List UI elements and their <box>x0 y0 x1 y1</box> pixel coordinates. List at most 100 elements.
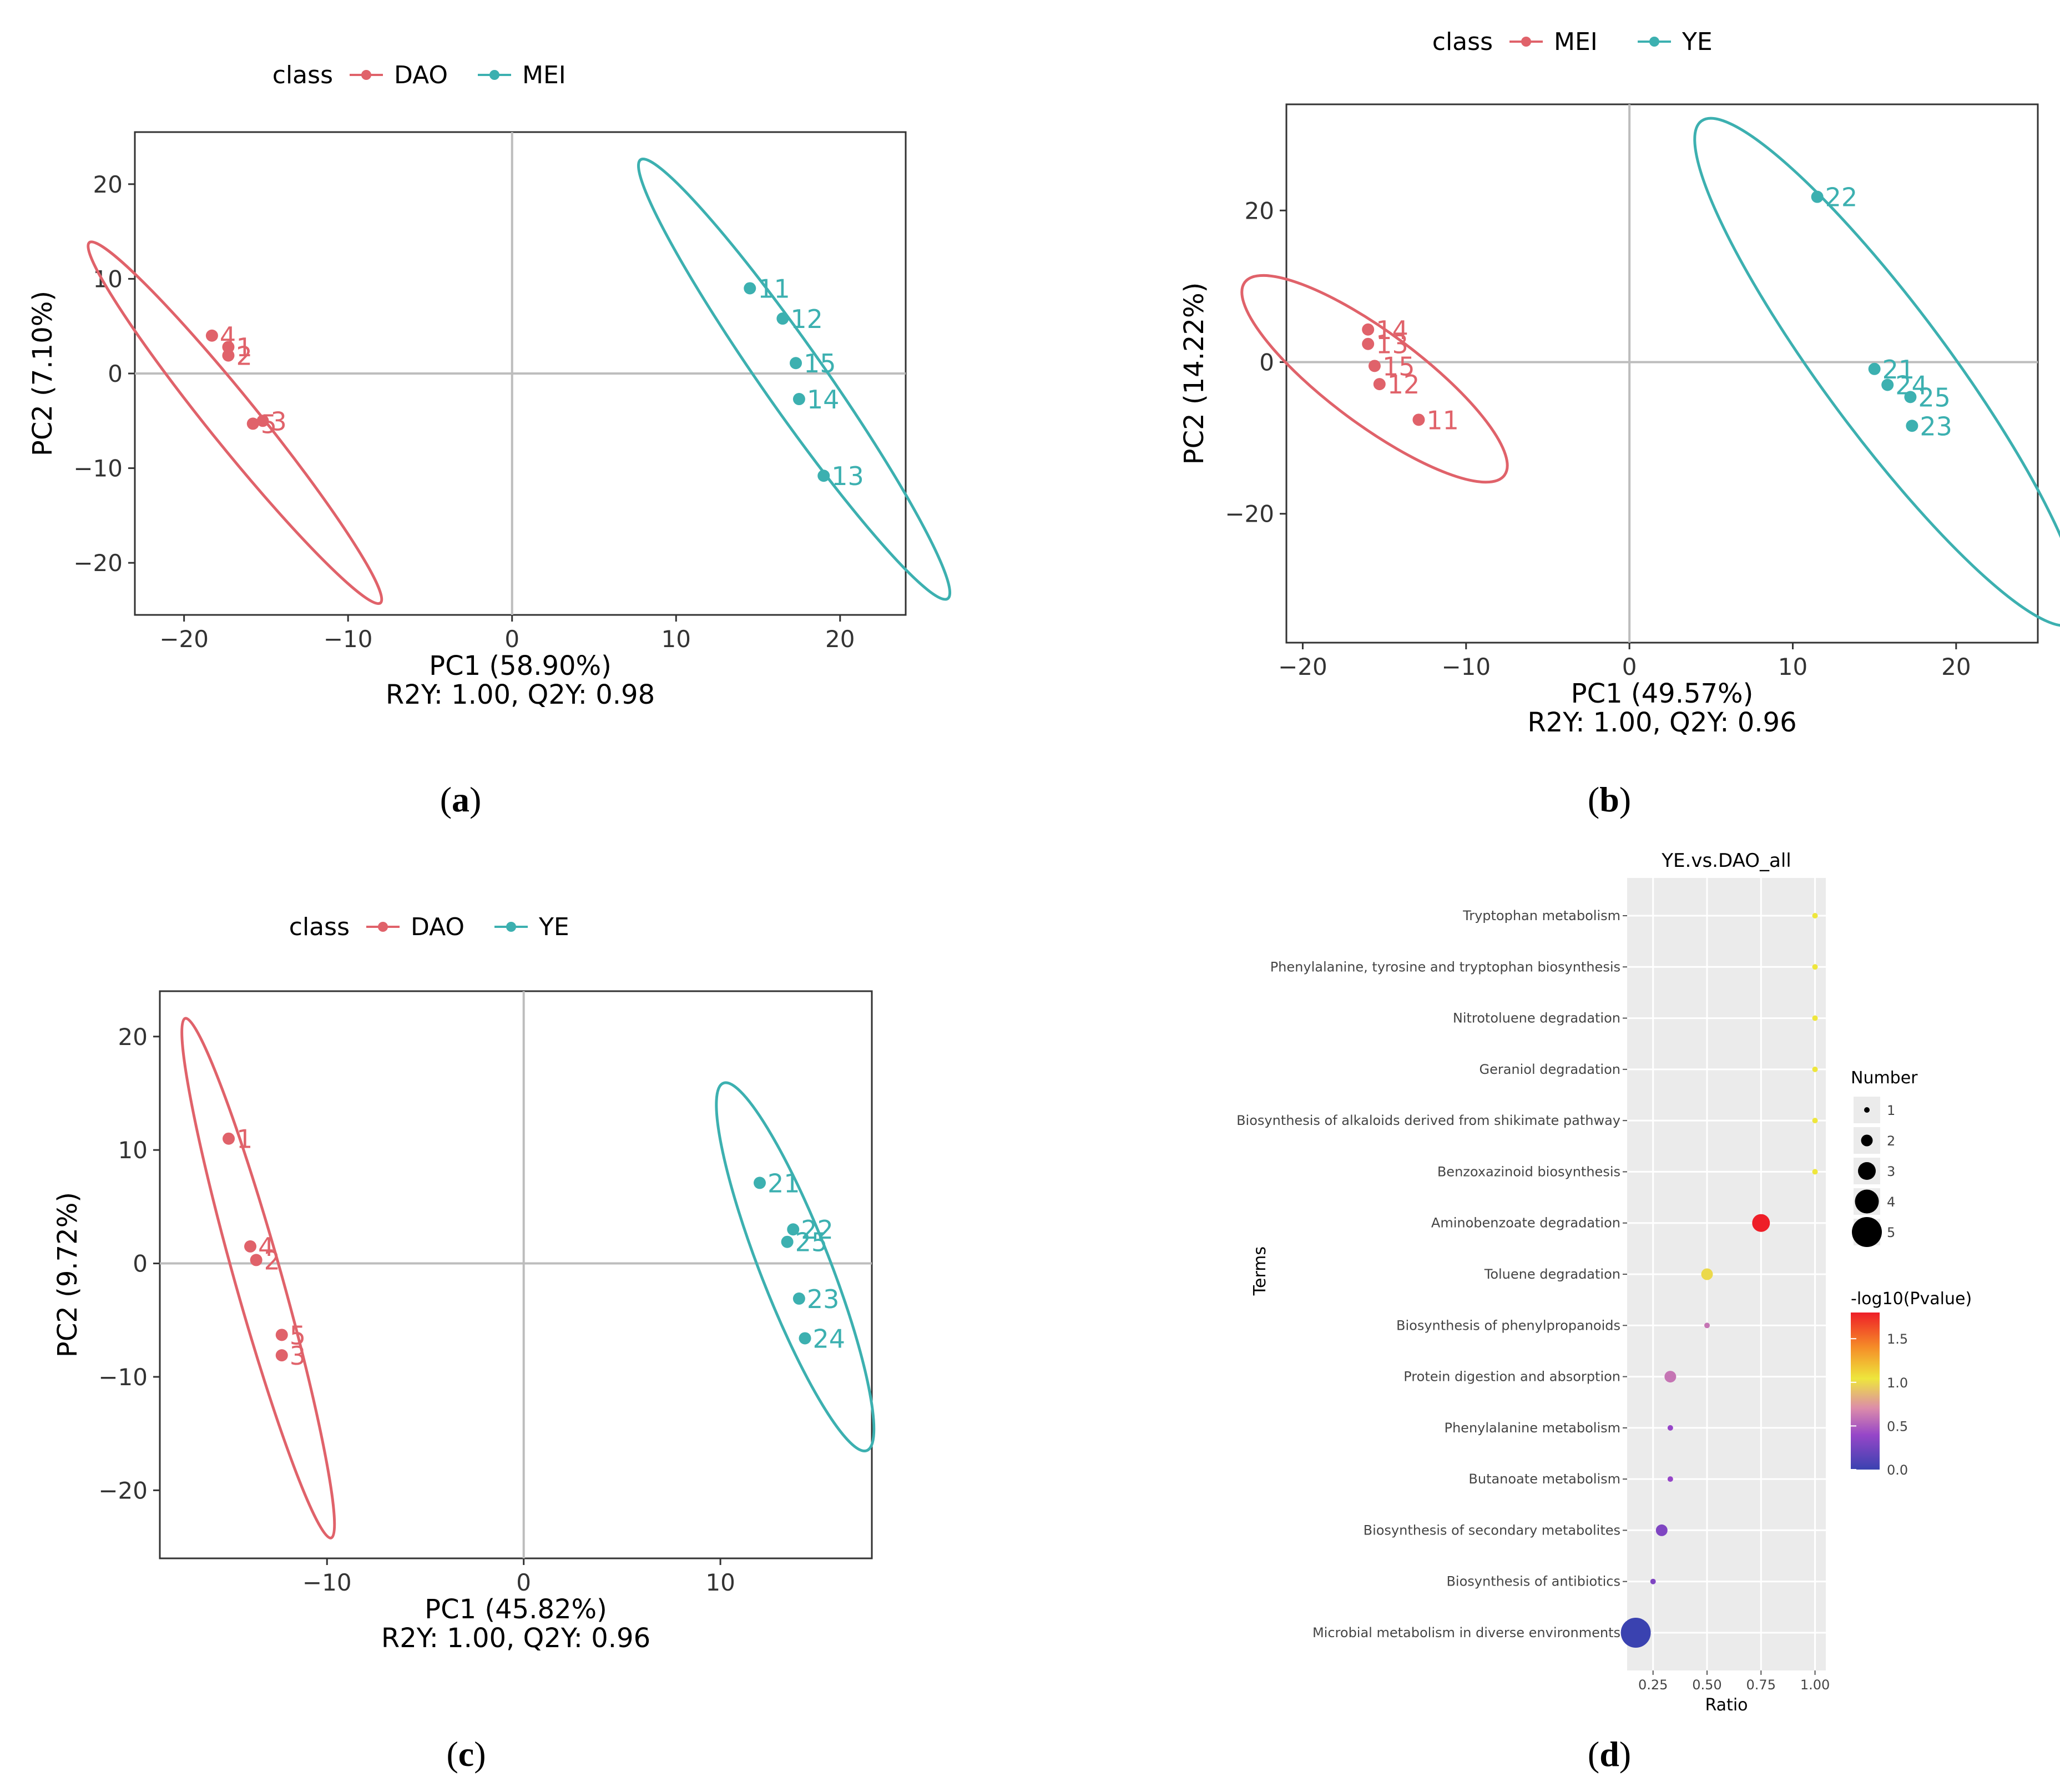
term-bubble <box>1667 1476 1673 1482</box>
term-label: Nitrotoluene degradation <box>1453 1011 1620 1026</box>
term-bubble <box>1752 1214 1770 1232</box>
panel-d-enrichment-plot: 0.25 0.50 0.75 1.00 Tryptophan metabolism Phe… <box>1236 850 1972 1715</box>
size-legend-value: 5 <box>1887 1225 1895 1240</box>
term-label: Tryptophan metabolism <box>1462 908 1620 923</box>
x-tick-label: 0.50 <box>1692 1677 1721 1693</box>
point-label: 15 <box>1382 351 1415 381</box>
term-label: Protein digestion and absorption <box>1403 1369 1620 1385</box>
x-axis-label: PC1 (58.90%) <box>429 650 612 682</box>
size-legend-dot <box>1852 1217 1882 1247</box>
data-point <box>1362 323 1375 336</box>
term-bubble <box>1620 1618 1651 1648</box>
legend-entry-dao: DAO <box>394 61 448 89</box>
data-point <box>1412 413 1425 426</box>
data-point <box>789 357 802 370</box>
legend-key-dot <box>1521 37 1531 47</box>
y-tick-label: 20 <box>1245 197 1274 224</box>
point-label: 1 <box>236 1124 253 1154</box>
term-bubble <box>1655 1524 1668 1536</box>
y-tick-label: −20 <box>73 549 123 577</box>
caption-d: (d) <box>1588 1734 1631 1774</box>
legend: class MEI YE <box>1432 28 1713 56</box>
term-label: Biosynthesis of antibiotics <box>1446 1574 1620 1589</box>
legend-title: class <box>272 61 333 89</box>
x-tick-label: −10 <box>302 1569 352 1596</box>
point-label: 23 <box>807 1284 840 1314</box>
caption-c: (c) <box>446 1734 486 1774</box>
x-tick-label: 10 <box>705 1569 735 1596</box>
term-label: Benzoxazinoid biosynthesis <box>1437 1164 1620 1179</box>
confidence-ellipse-mei <box>637 158 952 601</box>
data-point <box>799 1332 811 1345</box>
data-point <box>753 1177 766 1189</box>
point-label: 12 <box>790 304 823 334</box>
data-point <box>275 1349 288 1362</box>
data-point <box>222 349 235 362</box>
chart-title: YE.vs.DAO_all <box>1661 850 1791 872</box>
legend-entry-dao: DAO <box>411 913 464 941</box>
data-point <box>275 1329 288 1341</box>
data-point <box>1868 362 1881 375</box>
point-label: 23 <box>1920 411 1952 441</box>
data-point <box>792 393 805 406</box>
legend-key-dot <box>489 70 499 80</box>
x-axis-subtitle: R2Y: 1.00, Q2Y: 0.96 <box>1527 707 1796 738</box>
term-label: Aminobenzoate degradation <box>1431 1215 1620 1231</box>
y-tick-label: 20 <box>93 171 123 198</box>
y-tick-label: 10 <box>118 1137 148 1164</box>
size-legend-value: 3 <box>1887 1164 1895 1179</box>
point-label: 14 <box>1376 315 1408 345</box>
x-tick-label: 10 <box>662 625 691 653</box>
point-label: 25 <box>795 1228 828 1258</box>
y-axis-label: Terms <box>1250 1246 1270 1296</box>
confidence-ellipse-ye <box>1693 117 2060 627</box>
legend-title: class <box>1432 28 1493 56</box>
y-tick-label: 0 <box>1259 349 1274 376</box>
data-point <box>781 1235 794 1248</box>
size-legend-dot <box>1861 1134 1873 1147</box>
term-label: Biosynthesis of secondary metabolites <box>1364 1522 1620 1538</box>
point-label: 3 <box>290 1341 306 1371</box>
x-tick-label: −10 <box>324 625 373 653</box>
x-tick-label: −20 <box>1278 653 1327 680</box>
plot-frame <box>159 990 873 1559</box>
legend-key-dot <box>506 922 516 932</box>
color-legend-title: -log10(Pvalue) <box>1851 1289 1972 1309</box>
x-axis-subtitle: R2Y: 1.00, Q2Y: 0.98 <box>386 679 655 710</box>
term-bubble <box>1812 1169 1818 1175</box>
data-point <box>1373 378 1386 391</box>
data-point <box>1368 360 1381 372</box>
legend: class DAO MEI <box>272 61 566 89</box>
point-label: 14 <box>807 385 840 415</box>
legend-entry-ye: YE <box>1682 28 1713 56</box>
data-point <box>244 1240 257 1253</box>
y-axis-label: PC2 (14.22%) <box>1179 282 1210 465</box>
term-label: Biosynthesis of alkaloids derived from s… <box>1236 1113 1620 1128</box>
size-legend-value: 1 <box>1887 1103 1895 1118</box>
point-label: 15 <box>804 349 836 378</box>
term-label: Butanoate metabolism <box>1468 1471 1620 1487</box>
legend-title: class <box>289 913 350 941</box>
x-tick-label: −20 <box>159 625 209 653</box>
point-label: 21 <box>768 1168 800 1198</box>
legend: class DAO YE <box>289 913 569 941</box>
point-label: 22 <box>801 1215 834 1245</box>
x-axis-subtitle: R2Y: 1.00, Q2Y: 0.96 <box>381 1623 650 1654</box>
data-point <box>250 1254 262 1266</box>
color-bar <box>1851 1313 1880 1470</box>
term-bubble <box>1701 1268 1713 1280</box>
confidence-ellipse-ye <box>715 1081 876 1452</box>
point-label: 2 <box>264 1245 280 1275</box>
caption-b: (b) <box>1588 780 1631 819</box>
data-point <box>223 1132 235 1145</box>
point-label: 3 <box>271 406 287 436</box>
plot-frame <box>1285 103 2039 644</box>
data-point <box>787 1223 800 1236</box>
term-bubble <box>1812 1118 1818 1124</box>
term-label: Geraniol degradation <box>1479 1062 1620 1077</box>
size-legend-title: Number <box>1851 1068 1918 1088</box>
point-label: 5 <box>290 1320 306 1350</box>
x-tick-label: 0 <box>1622 653 1637 680</box>
data-point <box>792 1292 805 1305</box>
confidence-ellipse-dao <box>87 240 383 605</box>
